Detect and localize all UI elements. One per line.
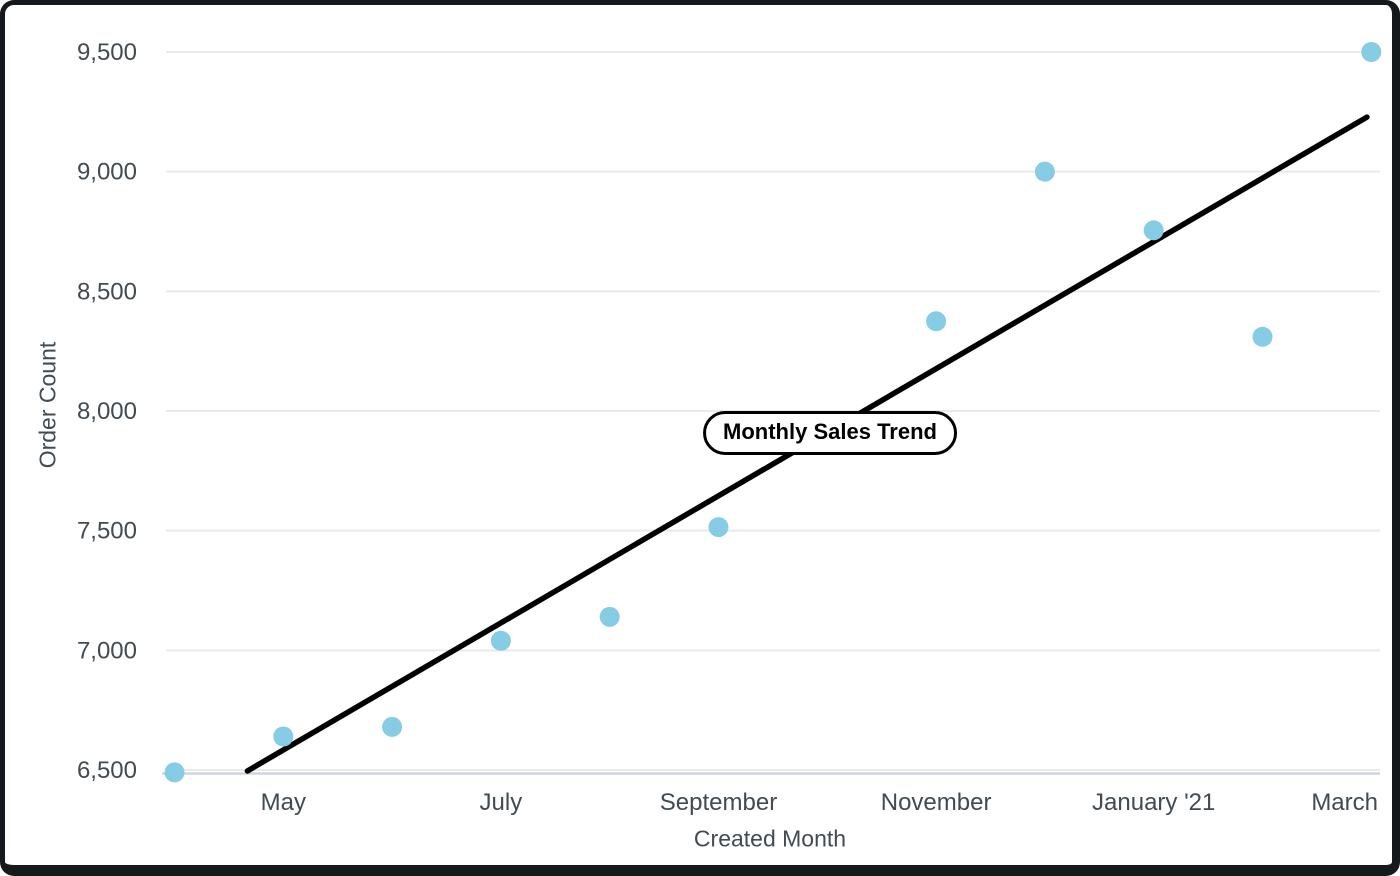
- y-tick-label: 7,500: [77, 518, 137, 545]
- y-tick-label: 9,000: [77, 159, 137, 186]
- x-tick-label: September: [660, 789, 777, 816]
- y-tick-label: 8,500: [77, 278, 137, 305]
- data-point[interactable]: [1361, 42, 1382, 62]
- data-point[interactable]: [1143, 220, 1164, 241]
- data-point[interactable]: [490, 630, 511, 651]
- data-point[interactable]: [164, 762, 185, 783]
- x-axis-title: Created Month: [693, 825, 847, 852]
- x-tick-label: November: [881, 789, 992, 816]
- data-point[interactable]: [599, 606, 620, 627]
- data-point[interactable]: [708, 517, 729, 538]
- chart-title-pill[interactable]: Monthly Sales Trend: [703, 411, 957, 455]
- y-tick-label: 7,000: [77, 637, 137, 664]
- data-point[interactable]: [926, 311, 947, 332]
- y-tick-label: 8,000: [77, 398, 137, 425]
- data-point[interactable]: [1252, 326, 1273, 347]
- x-tick-label: March: [1311, 789, 1378, 816]
- data-point[interactable]: [382, 716, 403, 737]
- x-tick-label: May: [261, 789, 306, 816]
- y-tick-label: 6,500: [77, 757, 137, 784]
- x-tick-label: January '21: [1092, 789, 1215, 816]
- x-tick-label: July: [480, 789, 523, 816]
- y-axis-title: Order Count: [34, 341, 61, 469]
- y-tick-label: 9,500: [77, 39, 137, 66]
- data-point[interactable]: [273, 726, 294, 747]
- data-point[interactable]: [1034, 161, 1055, 182]
